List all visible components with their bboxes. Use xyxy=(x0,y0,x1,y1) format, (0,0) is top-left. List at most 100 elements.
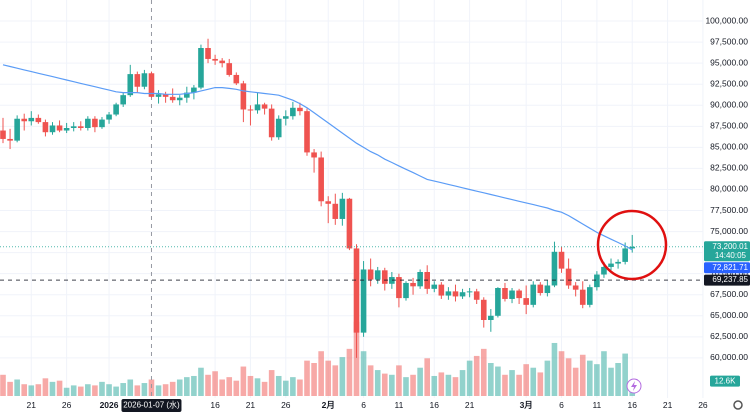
candle-body xyxy=(311,152,317,158)
candle-body xyxy=(459,292,466,297)
volume-bar xyxy=(339,357,346,396)
candle-body xyxy=(176,97,183,101)
volume-bar xyxy=(367,365,374,396)
candle-body xyxy=(417,272,423,287)
volume-bar xyxy=(480,348,487,396)
volume-bar xyxy=(615,363,621,396)
volume-bar xyxy=(332,365,339,396)
candle-body xyxy=(28,117,35,122)
volume-label: 12.6K xyxy=(715,376,737,385)
volume-bar xyxy=(530,367,537,396)
candle-body xyxy=(70,126,77,128)
volume-bar xyxy=(502,374,508,396)
candle-body xyxy=(233,74,240,84)
candle-body xyxy=(509,290,515,299)
candle-body xyxy=(551,251,558,286)
volume-bar xyxy=(374,370,381,396)
volume-bar xyxy=(191,375,197,396)
candle-body xyxy=(445,291,452,296)
price-label-box xyxy=(704,241,750,262)
x-tick-label: 16 xyxy=(430,400,440,410)
y-tick-label: 97,500.00 xyxy=(710,36,748,46)
volume-bar xyxy=(537,372,544,396)
y-tick-label: 65,000.00 xyxy=(710,310,748,320)
volume-bar xyxy=(488,363,494,396)
candle-body xyxy=(353,248,360,333)
candle-body xyxy=(7,138,13,141)
volume-bar xyxy=(473,355,480,396)
candle-body xyxy=(247,109,254,111)
candle-body xyxy=(431,284,438,289)
candle-body xyxy=(49,125,56,133)
candle-body xyxy=(85,118,91,128)
volume-bar xyxy=(247,375,254,396)
candle-body xyxy=(629,246,636,249)
volume-bar xyxy=(466,360,473,396)
candle-body xyxy=(275,118,282,138)
volume-bar xyxy=(587,360,593,396)
volume-bar xyxy=(445,374,452,396)
x-tick-label: 2026 xyxy=(100,400,119,410)
candle-body xyxy=(516,290,522,299)
x-tick-label: 3月 xyxy=(520,400,533,410)
highlight-circle xyxy=(596,209,668,281)
candle-body xyxy=(579,289,586,305)
settings-button[interactable] xyxy=(733,400,743,410)
x-tick-label: 6 xyxy=(559,400,564,410)
volume-bar xyxy=(381,373,388,396)
candle-body xyxy=(544,285,551,294)
volume-bar xyxy=(134,385,141,396)
y-tick-label: 60,000.00 xyxy=(710,352,748,362)
volume-bar xyxy=(240,366,247,396)
y-tick-label: 92,500.00 xyxy=(710,78,748,88)
volume-bar xyxy=(523,364,529,396)
volume-bar xyxy=(35,384,42,396)
candle-body xyxy=(99,119,105,128)
x-tick-label: 26 xyxy=(698,400,708,410)
candle-body xyxy=(226,63,233,75)
volume-bar xyxy=(106,384,112,396)
volume-bar xyxy=(56,380,63,396)
x-tick-label: 16 xyxy=(627,400,637,410)
candle-body xyxy=(169,96,176,101)
volume-bar xyxy=(113,386,119,396)
candle-body xyxy=(601,266,607,275)
y-tick-label: 77,500.00 xyxy=(710,205,748,215)
candle-body xyxy=(205,48,211,59)
candle-body xyxy=(141,73,148,87)
volume-bar xyxy=(275,375,282,396)
grid-layer xyxy=(0,0,704,398)
candle-body xyxy=(283,116,289,119)
candle-body xyxy=(381,270,388,284)
volume-bar xyxy=(495,366,501,396)
moving-average xyxy=(2,64,633,251)
volume-bar xyxy=(141,383,148,396)
candle-body xyxy=(268,108,275,138)
candle-body xyxy=(92,118,98,128)
y-tick-label: 85,000.00 xyxy=(710,142,748,152)
candle-body xyxy=(332,203,339,219)
volume-bar xyxy=(219,379,225,396)
price-label: 73,200.01 xyxy=(712,242,748,251)
candle-body xyxy=(134,74,141,87)
volume-bar xyxy=(297,379,303,396)
candle-body xyxy=(219,60,225,64)
volume-bar xyxy=(346,348,353,396)
candle-body xyxy=(473,291,480,300)
candle-body xyxy=(502,288,508,299)
candle-body xyxy=(297,107,303,112)
volume-bar xyxy=(325,360,332,396)
volume-bar xyxy=(85,384,91,396)
candle-body xyxy=(184,92,190,98)
candle-body xyxy=(537,284,544,294)
candle-body xyxy=(56,125,63,131)
candle-body xyxy=(261,104,268,109)
volume-bar xyxy=(360,351,367,396)
volume-bar xyxy=(226,377,233,396)
volume-bar xyxy=(7,381,13,396)
x-tick-label: 21 xyxy=(465,400,475,410)
x-tick-label: 21 xyxy=(246,400,256,410)
candle-body xyxy=(523,298,529,305)
volume-bar xyxy=(268,370,275,396)
volume-bar xyxy=(389,374,395,396)
